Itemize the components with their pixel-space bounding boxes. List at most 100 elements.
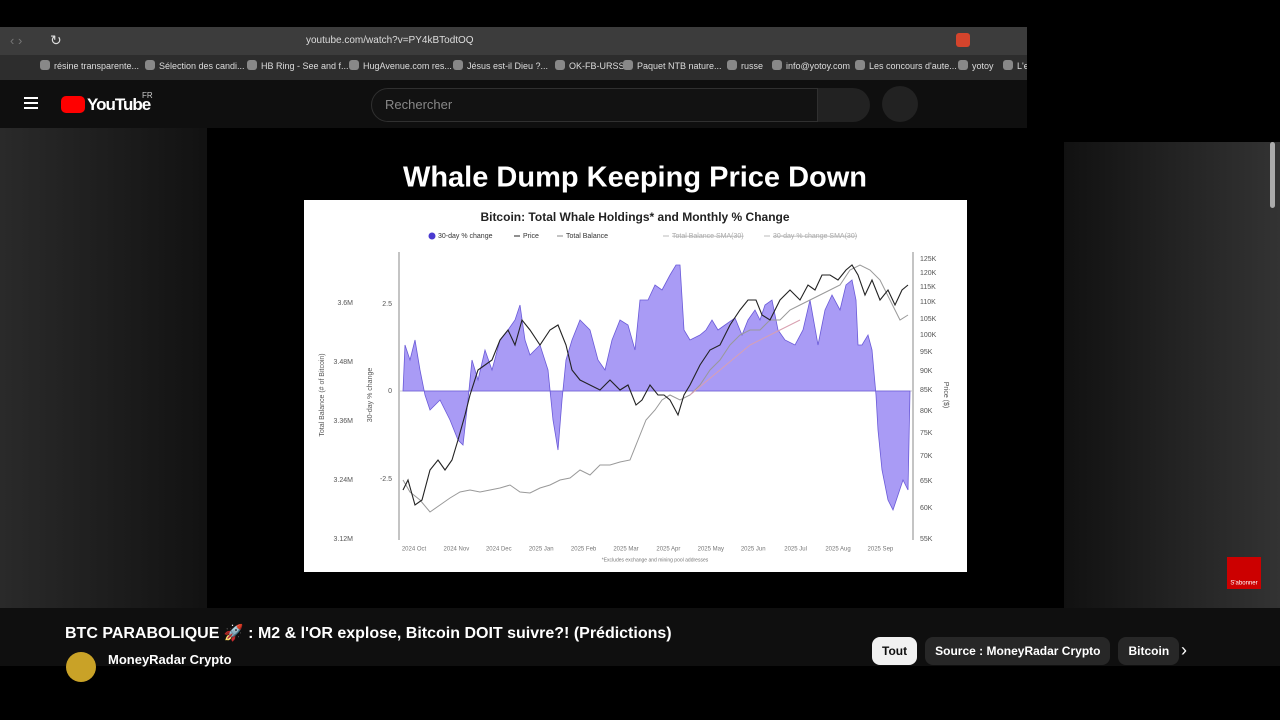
- legend-entry: Total Balance: [566, 233, 608, 240]
- search-button[interactable]: [818, 88, 870, 122]
- chart-title: Bitcoin: Total Whale Holdings* and Month…: [480, 210, 789, 224]
- balance-tick: 3.6M: [337, 300, 353, 307]
- channel-avatar[interactable]: [66, 652, 96, 682]
- search-box[interactable]: Rechercher: [371, 88, 818, 122]
- bookmark[interactable]: L'e: [1017, 61, 1027, 71]
- x-label: 2025 Mar: [613, 547, 638, 553]
- bookmark[interactable]: yotoy: [972, 61, 994, 71]
- below-video: BTC PARABOLIQUE 🚀 : M2 & l'OR explose, B…: [0, 608, 1280, 682]
- balance-tick: 3.12M: [334, 536, 354, 543]
- search-placeholder: Rechercher: [385, 97, 453, 112]
- sma-line: [689, 319, 801, 396]
- balance-tick: 3.36M: [334, 418, 354, 425]
- chips-next[interactable]: ›: [1181, 640, 1187, 660]
- balance-tick: 3.24M: [334, 477, 354, 484]
- bookmark-icon[interactable]: [555, 60, 565, 70]
- bookmark[interactable]: HB Ring - See and f...: [261, 61, 349, 71]
- url[interactable]: youtube.com/watch?v=PY4kBTodtOQ: [306, 35, 474, 46]
- x-label: 2024 Oct: [402, 547, 427, 553]
- back-button[interactable]: ‹ ›: [10, 33, 23, 48]
- chips: Tout Source : MoneyRadar Crypto Bitcoin: [872, 637, 1180, 665]
- bookmark-icon[interactable]: [958, 60, 968, 70]
- price-tick: 110K: [920, 299, 936, 306]
- price-tick: 70K: [920, 453, 933, 460]
- bookmark[interactable]: résine transparente...: [54, 61, 140, 71]
- bookmarks-bar: résine transparente... Sélection des cand…: [0, 55, 1027, 80]
- price-tick: 55K: [920, 536, 933, 543]
- bookmark-icon[interactable]: [855, 60, 865, 70]
- change-axis-title: 30-day % change: [367, 368, 374, 423]
- price-tick: 90K: [920, 368, 933, 375]
- price-tick: 65K: [920, 478, 933, 485]
- x-label: 2025 May: [698, 547, 724, 553]
- browser-toolbar: ‹ › ↻ youtube.com/watch?v=PY4kBTodtOQ: [0, 27, 1027, 55]
- chip[interactable]: Tout: [872, 637, 918, 665]
- price-tick: 105K: [920, 316, 937, 323]
- logo[interactable]: YouTube: [87, 95, 151, 114]
- legend-swatch: [428, 232, 436, 240]
- bookmark-icon[interactable]: [145, 60, 155, 70]
- price-axis-title: Price ($): [942, 382, 949, 408]
- x-label: 2024 Nov: [444, 547, 470, 553]
- bookmark-icon[interactable]: [623, 60, 633, 70]
- bookmark[interactable]: russe: [741, 61, 764, 71]
- logo-icon[interactable]: [61, 96, 85, 113]
- bookmark-icon[interactable]: [40, 60, 50, 70]
- video-title: BTC PARABOLIQUE 🚀 : M2 & l'OR explose, B…: [65, 625, 672, 642]
- x-label: 2025 Apr: [656, 547, 680, 553]
- change-tick: -2.5: [380, 476, 392, 483]
- bookmark-icon[interactable]: [453, 60, 463, 70]
- menu-button[interactable]: [24, 97, 38, 99]
- bookmark[interactable]: Jésus est-il Dieu ?...: [467, 61, 549, 71]
- price-tick: 120K: [920, 270, 937, 277]
- bookmark-icon[interactable]: [247, 60, 257, 70]
- slide-title: Whale Dump Keeping Price Down: [403, 162, 867, 194]
- region: FR: [142, 91, 153, 100]
- change-area: [402, 264, 911, 512]
- subscribe-label[interactable]: S'abonner: [1230, 581, 1257, 587]
- change-tick: 2.5: [382, 301, 392, 308]
- legend-entry: Price: [523, 233, 539, 240]
- x-label: 2025 Jul: [784, 547, 807, 553]
- bookmark[interactable]: info@yotoy.com: [786, 61, 850, 71]
- price-tick: 75K: [920, 430, 933, 437]
- change-tick: 0: [388, 388, 392, 395]
- bookmark[interactable]: HugAvenue.com res...: [363, 61, 452, 71]
- price-tick: 80K: [920, 408, 933, 415]
- bookmark-icon[interactable]: [349, 60, 359, 70]
- youtube-header: YouTube FR Rechercher: [0, 80, 1027, 128]
- scrollbar[interactable]: [1270, 142, 1275, 208]
- balance-line: [402, 264, 909, 513]
- legend-entry: 30-day % change: [438, 233, 493, 240]
- balance-axis-title: Total Balance (# of Bitcoin): [319, 353, 326, 436]
- price-tick: 60K: [920, 505, 933, 512]
- price-tick: 125K: [920, 256, 937, 263]
- price-line: [402, 264, 909, 506]
- channel-name[interactable]: MoneyRadar Crypto: [108, 652, 232, 667]
- bookmark[interactable]: Paquet NTB nature...: [637, 61, 722, 71]
- legend-entry: Total Balance SMA(30): [672, 233, 744, 240]
- price-tick: 115K: [920, 284, 936, 291]
- x-label: 2025 Aug: [825, 547, 850, 553]
- price-tick: 95K: [920, 349, 933, 356]
- reload-button[interactable]: ↻: [50, 32, 62, 48]
- extension-icon[interactable]: [956, 33, 970, 47]
- subscribe-button[interactable]: [1227, 557, 1261, 589]
- bookmark-icon[interactable]: [727, 60, 737, 70]
- chip[interactable]: Source : MoneyRadar Crypto: [925, 637, 1111, 665]
- price-tick: 100K: [920, 332, 937, 339]
- bookmark[interactable]: Les concours d'aute...: [869, 61, 957, 71]
- footnote: *Excludes exchange and mining pool addre…: [602, 557, 709, 563]
- voice-button[interactable]: [882, 86, 918, 122]
- bookmark[interactable]: OK-FB-URSS: [569, 61, 625, 71]
- price-tick: 85K: [920, 387, 933, 394]
- player-right: [1064, 142, 1280, 608]
- bookmark-icon[interactable]: [772, 60, 782, 70]
- balance-tick: 3.48M: [334, 359, 354, 366]
- chip[interactable]: Bitcoin: [1118, 637, 1180, 665]
- x-label: 2024 Dec: [486, 547, 512, 553]
- bookmark[interactable]: Sélection des candi...: [159, 61, 245, 71]
- bookmark-icon[interactable]: [1003, 60, 1013, 70]
